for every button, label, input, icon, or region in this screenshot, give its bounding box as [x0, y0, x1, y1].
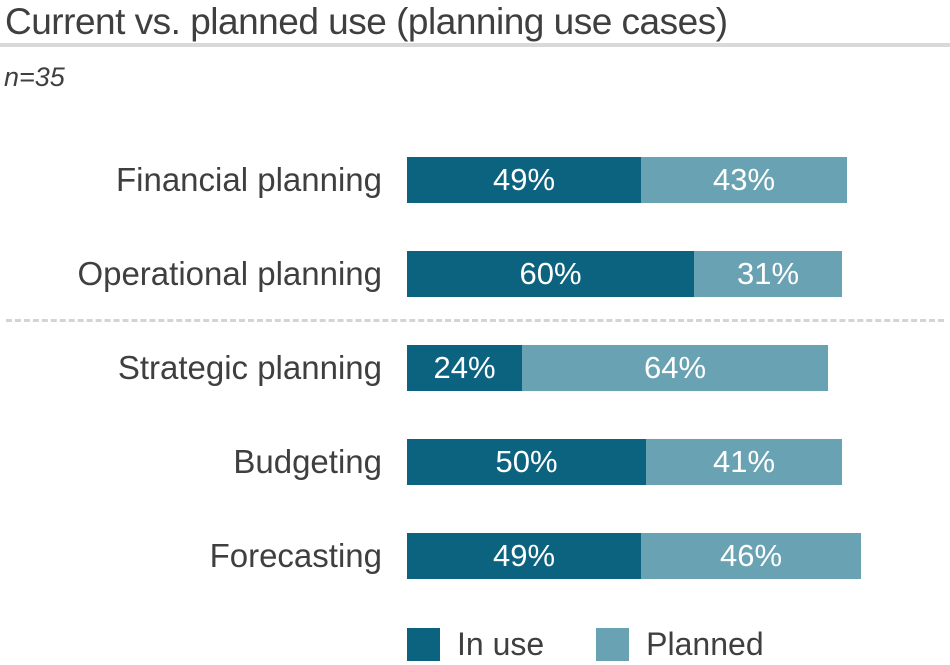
- bar-segment-planned: 43%: [641, 157, 847, 203]
- category-label: Forecasting: [209, 537, 382, 574]
- legend-entry-in-use: In use: [407, 626, 544, 663]
- bar-segment-planned: 46%: [641, 533, 861, 579]
- sample-size-note: n=35: [4, 62, 65, 92]
- planned-swatch: [596, 627, 630, 661]
- stacked-bar: 49% 46%: [407, 533, 861, 579]
- bar-segment-in-use: 24%: [407, 345, 522, 391]
- category-label: Financial planning: [115, 161, 382, 198]
- category-label: Strategic planning: [117, 349, 382, 386]
- title-underline-rule: [0, 43, 950, 47]
- stacked-bar: 50% 41%: [407, 439, 842, 485]
- chart-title: Current vs. planned use (planning use ca…: [5, 1, 728, 42]
- bar-row: Forecasting 49% 46%: [0, 533, 950, 579]
- legend-label-planned: Planned: [646, 625, 764, 662]
- chart-legend: In use Planned: [407, 626, 764, 662]
- bar-row: Financial planning 49% 43%: [0, 157, 950, 203]
- bar-segment-planned: 41%: [646, 439, 842, 485]
- legend-label-in-use: In use: [457, 625, 545, 662]
- bar-row: Operational planning 60% 31%: [0, 251, 950, 297]
- category-label: Budgeting: [233, 443, 382, 480]
- bar-row: Budgeting 50% 41%: [0, 439, 950, 485]
- dashed-divider: [6, 319, 944, 322]
- bar-segment-in-use: 49%: [407, 533, 641, 579]
- stacked-bar: 49% 43%: [407, 157, 847, 203]
- bar-segment-in-use: 49%: [407, 157, 641, 203]
- category-label: Operational planning: [77, 255, 382, 292]
- bar-segment-in-use: 60%: [407, 251, 694, 297]
- legend-entry-planned: Planned: [596, 625, 764, 663]
- bar-segment-planned: 64%: [522, 345, 828, 391]
- bar-segment-in-use: 50%: [407, 439, 646, 485]
- in-use-swatch: [407, 627, 440, 661]
- bar-row: Strategic planning 24% 64%: [0, 345, 950, 391]
- stacked-bar: 24% 64%: [407, 345, 828, 391]
- bar-segment-planned: 31%: [694, 251, 842, 297]
- stacked-bar: 60% 31%: [407, 251, 842, 297]
